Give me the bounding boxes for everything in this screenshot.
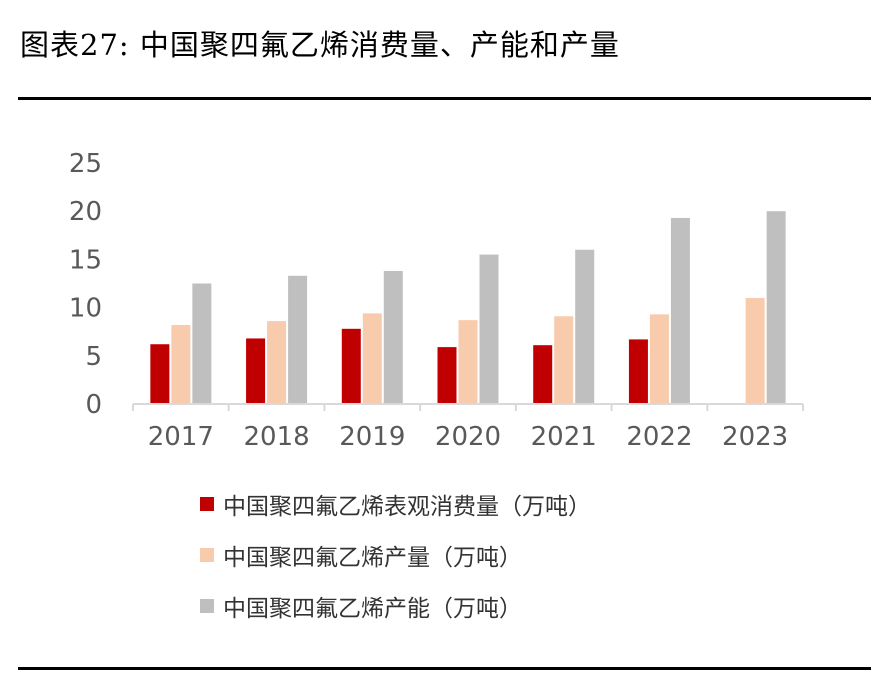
x-tick-label: 2019 — [339, 422, 405, 452]
legend-item-capacity: 中国聚四氟乙烯产能（万吨） — [200, 580, 591, 631]
bar-production-2022 — [649, 314, 669, 404]
bar-production-2018 — [267, 321, 287, 404]
bar-production-2020 — [458, 320, 478, 404]
legend-item-production: 中国聚四氟乙烯产量（万吨） — [200, 529, 591, 580]
bar-production-2023 — [745, 297, 765, 404]
bar-capacity-2018 — [288, 275, 308, 404]
bar-consumption-2018 — [246, 338, 266, 404]
top-rule — [18, 97, 871, 100]
legend-swatch-consumption — [200, 496, 214, 511]
legend-label-capacity: 中国聚四氟乙烯产能（万吨） — [223, 595, 522, 622]
bottom-rule — [18, 667, 871, 670]
bar-consumption-2021 — [533, 345, 553, 404]
legend: 中国聚四氟乙烯表观消费量（万吨） 中国聚四氟乙烯产量（万吨） 中国聚四氟乙烯产能… — [200, 478, 591, 631]
bar-capacity-2017 — [192, 283, 212, 404]
chart-title: 图表27: 中国聚四氟乙烯消费量、产能和产量 — [20, 28, 620, 62]
x-tick-label: 2023 — [722, 422, 788, 452]
x-tick-label: 2022 — [626, 422, 692, 452]
bar-consumption-2019 — [341, 328, 361, 404]
y-tick-label: 20 — [69, 197, 102, 227]
x-tick-label: 2018 — [243, 422, 309, 452]
bar-capacity-2023 — [766, 211, 786, 404]
y-tick-label: 15 — [69, 245, 102, 275]
bar-production-2021 — [554, 316, 574, 404]
legend-item-consumption: 中国聚四氟乙烯表观消费量（万吨） — [200, 478, 591, 529]
bar-capacity-2020 — [479, 254, 499, 404]
y-tick-label: 25 — [69, 149, 102, 179]
legend-swatch-capacity — [200, 598, 214, 613]
x-tick-label: 2021 — [531, 422, 597, 452]
bar-consumption-2022 — [628, 339, 648, 404]
bar-capacity-2021 — [575, 249, 595, 404]
x-tick-label: 2017 — [148, 422, 214, 452]
legend-label-production: 中国聚四氟乙烯产量（万吨） — [223, 544, 522, 571]
bar-consumption-2017 — [150, 344, 170, 404]
legend-swatch-production — [200, 547, 214, 562]
bar-production-2017 — [171, 324, 191, 404]
y-tick-label: 5 — [85, 342, 102, 372]
bar-capacity-2019 — [383, 270, 403, 404]
bar-production-2019 — [362, 313, 382, 404]
bar-capacity-2022 — [670, 217, 690, 404]
y-tick-label: 10 — [69, 294, 102, 324]
x-tick-label: 2020 — [435, 422, 501, 452]
y-tick-label: 0 — [85, 390, 102, 420]
bar-consumption-2020 — [437, 347, 457, 404]
legend-label-consumption: 中国聚四氟乙烯表观消费量（万吨） — [223, 493, 591, 520]
